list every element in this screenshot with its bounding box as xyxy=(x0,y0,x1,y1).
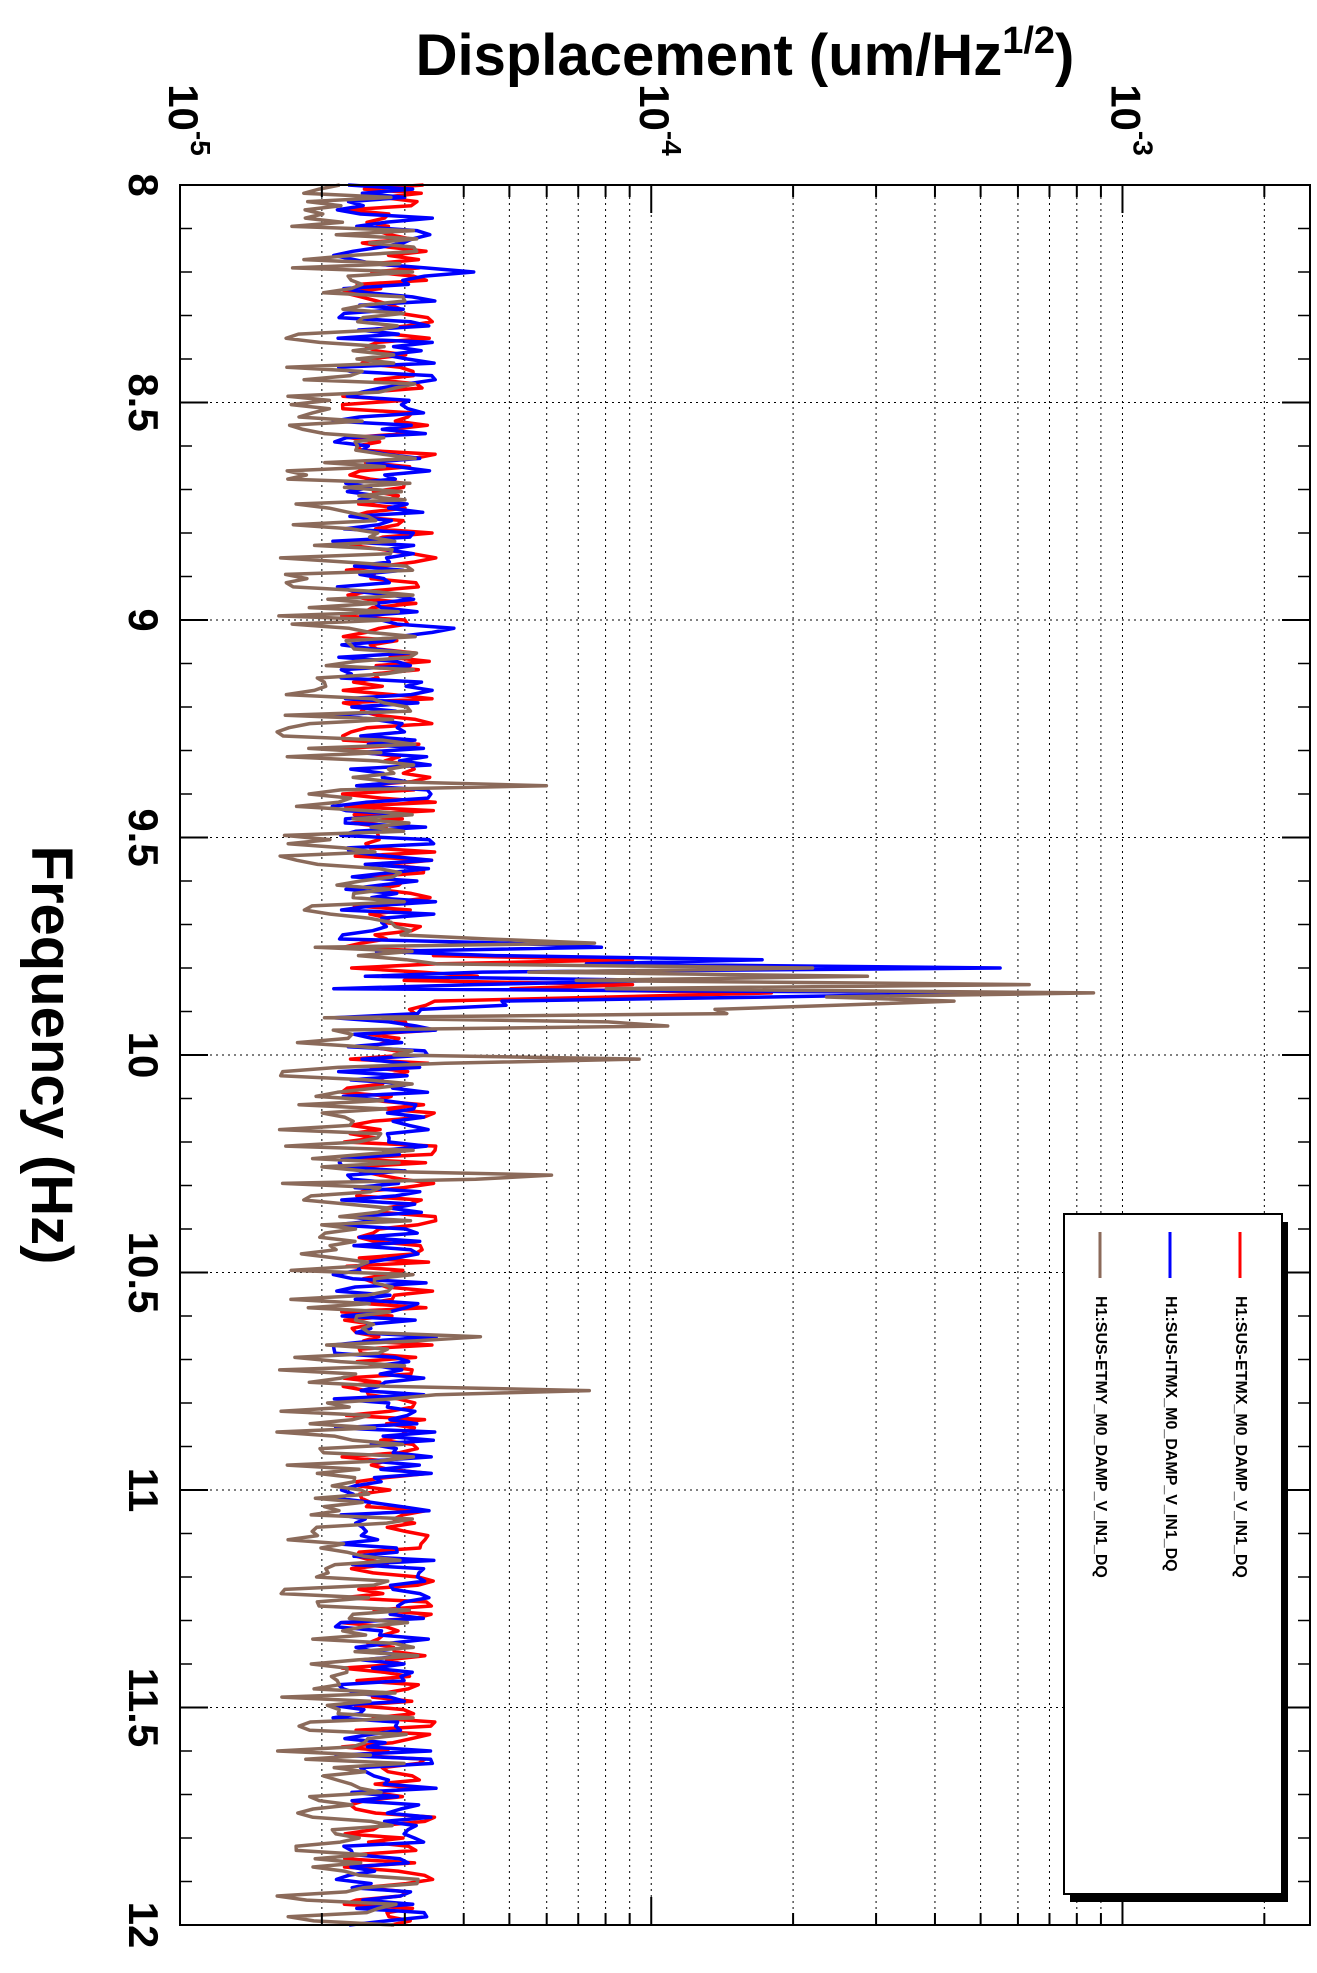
y-tick-label: 10-3 xyxy=(1102,84,1158,156)
legend-items: H1:SUS-ETMX_M0_DAMP_V_IN1_DQ H1:SUS-ITMX_… xyxy=(1092,1232,1249,1578)
x-tick-label: 8 xyxy=(120,173,167,196)
legend-label: H1:SUS-ITMX_M0_DAMP_V_IN1_DQ xyxy=(1162,1296,1179,1572)
y-tick-label-text: 10-3 xyxy=(1102,84,1158,156)
y-tick-label-base: 10 xyxy=(160,84,207,131)
y-tick-label-exp: -3 xyxy=(1127,131,1158,156)
legend: H1:SUS-ETMX_M0_DAMP_V_IN1_DQ H1:SUS-ITMX_… xyxy=(1063,1213,1288,1902)
legend-label: H1:SUS-ETMY_M0_DAMP_V_IN1_DQ xyxy=(1092,1296,1109,1578)
y-tick-label: 10-4 xyxy=(631,84,687,156)
y-tick-label-text: 10-5 xyxy=(160,84,216,156)
y-tick-label-base: 10 xyxy=(1102,84,1149,131)
y-tick-label-base: 10 xyxy=(631,84,678,131)
grid xyxy=(180,185,1310,1925)
y-tick-label: 10-5 xyxy=(160,84,216,156)
y-tick-label-exp: -4 xyxy=(656,131,687,156)
y-tick-labels: 10-510-410-3 xyxy=(160,84,1158,156)
x-tick-label: 9.5 xyxy=(120,808,167,866)
x-tick-label: 11.5 xyxy=(120,1668,167,1747)
x-tick-label: 12 xyxy=(120,1902,167,1949)
y-tick-label-text: 10-4 xyxy=(631,84,687,156)
y-axis-title-base: Displacement (um/Hz xyxy=(416,23,1003,88)
plot-frame xyxy=(179,184,1311,1926)
x-tick-label: 11 xyxy=(120,1468,167,1512)
series-line xyxy=(275,183,1096,1927)
legend-box xyxy=(1063,1213,1283,1895)
y-axis-title: Displacement (um/Hz1/2) xyxy=(416,20,1075,88)
series-layer xyxy=(275,183,1096,1927)
y-axis-title-close: ) xyxy=(1055,23,1074,88)
x-axis-title: Frequency (Hz) xyxy=(19,846,84,1265)
x-tick-labels: 8 8.5 9 9.5 10 10.5 11 11.5 12 xyxy=(120,173,167,1948)
x-tick-label: 9 xyxy=(120,608,167,631)
x-tick-label: 10 xyxy=(120,1032,167,1079)
y-axis-title-sup: 1/2 xyxy=(1002,20,1055,62)
y-tick-label-exp: -5 xyxy=(185,131,216,156)
x-tick-label: 10.5 xyxy=(120,1232,167,1314)
x-tick-label: 8.5 xyxy=(120,373,167,431)
legend-label: H1:SUS-ETMX_M0_DAMP_V_IN1_DQ xyxy=(1232,1296,1249,1578)
